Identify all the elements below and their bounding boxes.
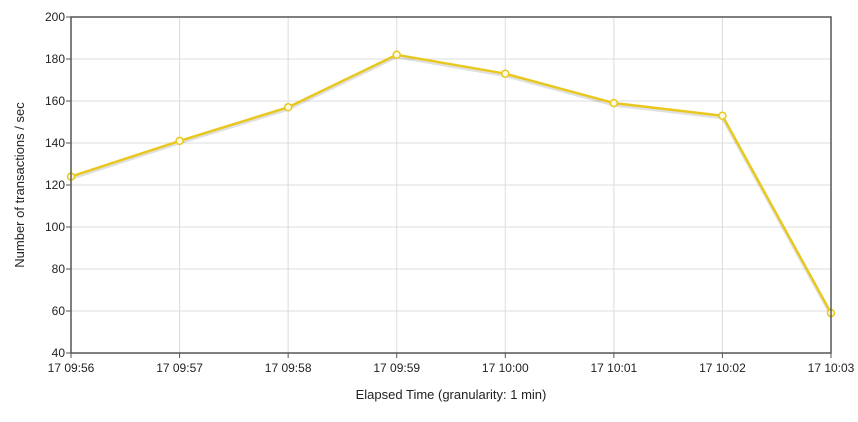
y-tick-label: 60 [52, 304, 66, 318]
y-tick-label: 40 [52, 346, 66, 360]
y-tick-label: 140 [45, 136, 65, 150]
x-tick-label: 17 10:01 [590, 361, 637, 375]
x-tick-label: 17 10:00 [482, 361, 529, 375]
y-tick-label: 180 [45, 52, 65, 66]
x-tick-label: 17 09:59 [373, 361, 420, 375]
data-point [718, 111, 727, 120]
x-tick-label: 17 09:56 [48, 361, 95, 375]
x-axis-title: Elapsed Time (granularity: 1 min) [356, 387, 547, 402]
x-tick-label: 17 09:58 [265, 361, 312, 375]
x-tick-label: 17 10:02 [699, 361, 746, 375]
data-point [501, 69, 510, 78]
plot-border [70, 16, 832, 354]
data-point [392, 50, 401, 60]
series-line [70, 53, 833, 314]
series-layer [66, 50, 836, 318]
series-line-shadow [70, 55, 833, 316]
y-axis-title: Number of transactions / sec [12, 102, 27, 268]
y-tick-label: 80 [52, 262, 66, 276]
axis-layer: 40 60 80 100 120 140 160 180 200 17 09:56 17 09:57… [45, 10, 855, 375]
y-tick-label: 160 [45, 94, 65, 108]
data-point [283, 103, 293, 112]
y-tick-label: 100 [45, 220, 65, 234]
x-tick-label: 17 09:57 [156, 361, 203, 375]
y-tick-label: 200 [45, 10, 65, 24]
x-tick-label: 17 10:03 [808, 361, 855, 375]
y-tick-label: 120 [45, 178, 65, 192]
data-point [609, 98, 619, 108]
data-point [175, 136, 184, 146]
